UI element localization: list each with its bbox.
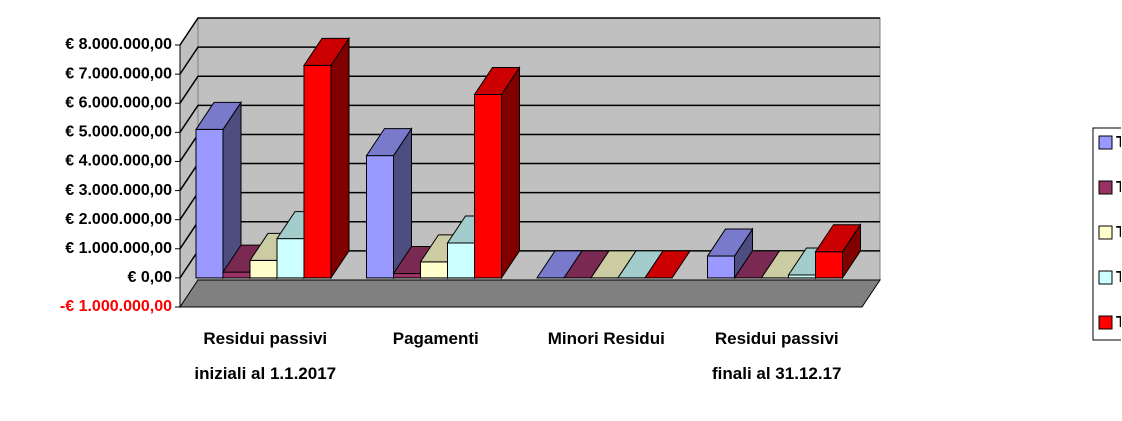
bar-front — [707, 255, 735, 279]
bar-front — [222, 271, 251, 279]
legend-swatch — [1098, 315, 1113, 330]
bar-front — [474, 93, 502, 279]
label-line: finali al 31.12.17 — [712, 364, 841, 383]
legend-label: Titolo 2 — [1116, 179, 1122, 196]
legend-label: TOTALE — [1116, 314, 1122, 331]
grid-line — [179, 46, 880, 75]
bar-top — [195, 101, 242, 130]
floor — [179, 279, 881, 308]
label-line: iniziali al 1.1.2017 — [194, 364, 336, 383]
label-line: Pagamenti — [393, 329, 479, 348]
label-line: Residui passivi — [715, 329, 839, 348]
legend-label: Titolo 7 — [1116, 269, 1122, 286]
plot-area: -€ 1.000.000,00 € 0,00 € 1.000.000,00 € 2.0… — [60, 16, 881, 383]
bar-front — [420, 261, 448, 279]
bar-front — [393, 273, 421, 279]
bar — [706, 227, 754, 280]
bar — [365, 126, 413, 280]
y-tick-label: € 8.000.000,00 — [65, 36, 172, 53]
bar-top — [303, 37, 350, 66]
bar — [644, 250, 691, 279]
legend-swatch — [1098, 180, 1113, 195]
bar-top — [644, 250, 691, 279]
y-tick-label: € 0,00 — [128, 269, 173, 286]
bar-front — [303, 64, 332, 279]
legend-label: Titolo 3 — [1116, 224, 1122, 241]
bar-front — [249, 259, 278, 279]
grid-line — [179, 17, 880, 46]
legend-swatch — [1098, 135, 1113, 150]
y-tick-label: -€ 1.000.000,00 — [60, 298, 172, 315]
legend-swatch — [1098, 270, 1113, 285]
x-tick-label: Minori Residui — [548, 329, 665, 348]
x-tick-label: Pagamenti — [393, 329, 479, 348]
bar-front — [276, 238, 305, 279]
y-tick-label: € 7.000.000,00 — [65, 65, 172, 82]
bar-side — [330, 36, 350, 280]
bar-top — [473, 66, 521, 95]
label-line: Residui passivi — [203, 329, 327, 348]
bar-front — [447, 242, 475, 279]
legend-label: Titolo 1 — [1116, 134, 1122, 151]
bar — [195, 100, 242, 280]
y-tick-label: € 6.000.000,00 — [65, 94, 172, 111]
y-tick-label: € 5.000.000,00 — [65, 124, 172, 141]
label-line: Minori Residui — [548, 329, 665, 348]
legend-swatch — [1098, 225, 1113, 240]
y-tick-label: € 1.000.000,00 — [65, 240, 172, 257]
bar — [303, 36, 350, 280]
legend: Titolo 1 Titolo 2 Titolo 3 Titolo 7 TOTALE — [1092, 127, 1122, 341]
bar-front — [815, 251, 843, 279]
bar-side — [501, 65, 520, 280]
bar — [473, 65, 521, 280]
bar-front — [195, 128, 224, 279]
y-tick-label: € 4.000.000,00 — [65, 153, 172, 170]
x-tick-label: Residui passivi iniziali al 1.1.2017 — [194, 329, 336, 383]
bar-top — [365, 128, 413, 157]
bar — [814, 223, 862, 280]
bar-top — [814, 224, 862, 253]
grid-line — [179, 75, 880, 104]
grid-line — [179, 104, 880, 133]
bar-top — [706, 228, 754, 257]
y-tick-label: € 2.000.000,00 — [65, 211, 172, 228]
bar-front — [366, 155, 394, 279]
y-tick-label: € 3.000.000,00 — [65, 182, 172, 199]
x-tick-label: Residui passivi finali al 31.12.17 — [712, 329, 841, 383]
